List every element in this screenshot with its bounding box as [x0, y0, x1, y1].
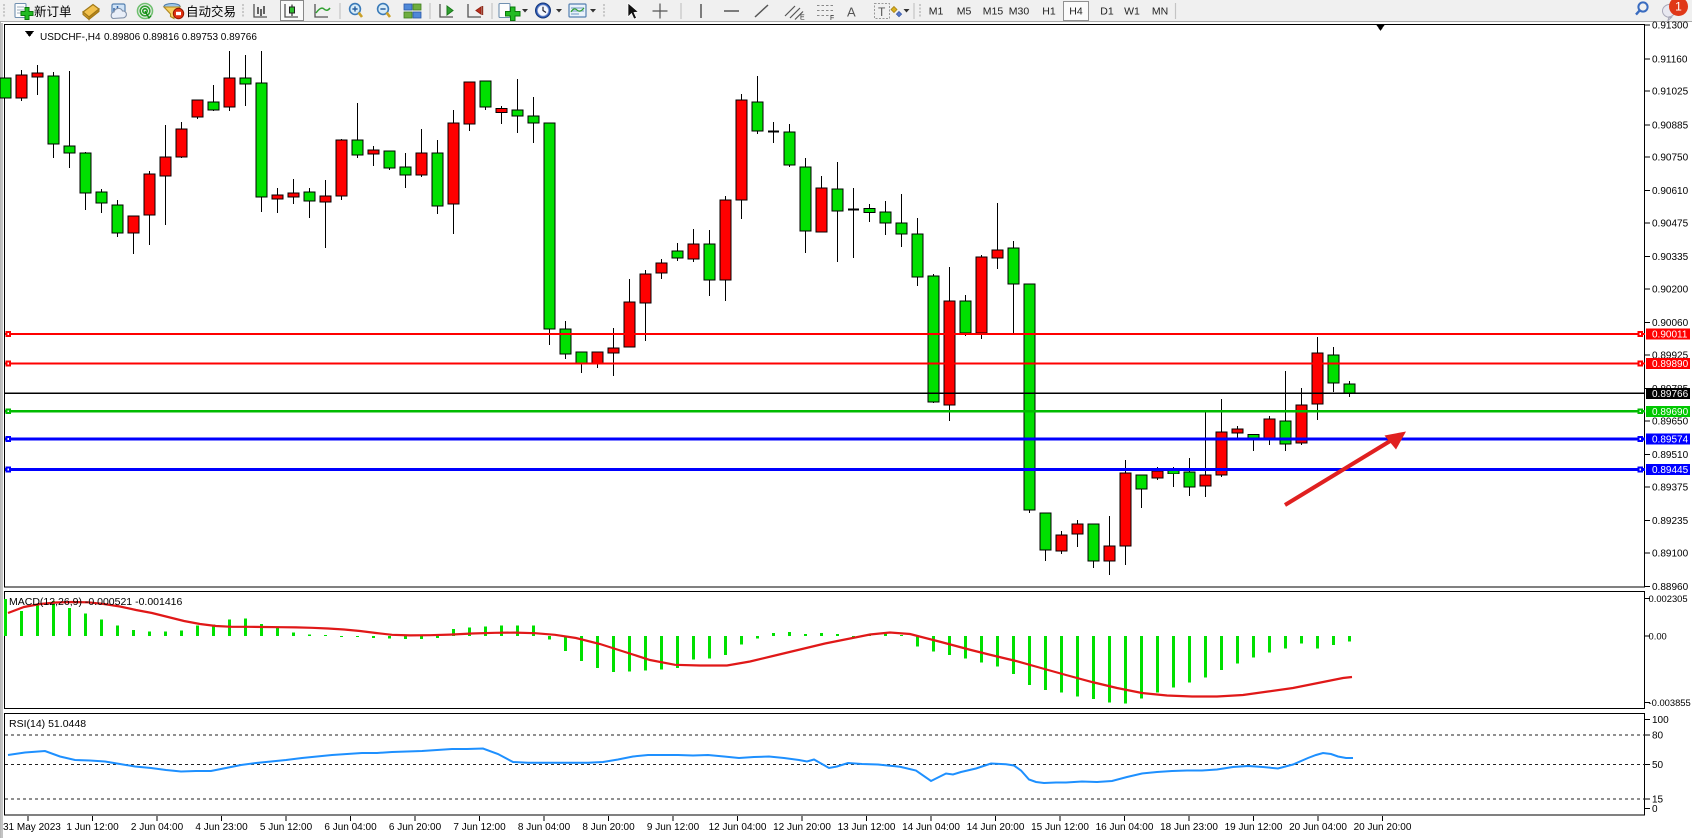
svg-text:80: 80 — [1652, 731, 1664, 742]
svg-text:自动交易: 自动交易 — [186, 4, 236, 19]
svg-text:H4: H4 — [1069, 6, 1083, 18]
svg-text:6 Jun 04:00: 6 Jun 04:00 — [324, 822, 377, 833]
svg-text:0.89806 0.89816 0.89753 0.8976: 0.89806 0.89816 0.89753 0.89766 — [104, 32, 257, 43]
svg-text:M30: M30 — [1009, 6, 1030, 18]
svg-text:0.89375: 0.89375 — [1652, 483, 1689, 494]
svg-text:D1: D1 — [1100, 6, 1114, 18]
svg-text:2 Jun 04:00: 2 Jun 04:00 — [131, 822, 184, 833]
svg-text:新订单: 新订单 — [34, 4, 72, 19]
svg-text:W1: W1 — [1124, 6, 1140, 18]
svg-text:9 Jun 12:00: 9 Jun 12:00 — [647, 822, 700, 833]
svg-text:31 May 2023: 31 May 2023 — [3, 822, 61, 833]
svg-text:T: T — [878, 5, 886, 19]
svg-text:0.91300: 0.91300 — [1652, 21, 1689, 32]
svg-text:16 Jun 04:00: 16 Jun 04:00 — [1096, 822, 1154, 833]
svg-text:5 Jun 12:00: 5 Jun 12:00 — [260, 822, 313, 833]
svg-text:0.91025: 0.91025 — [1652, 87, 1689, 98]
svg-text:20 Jun 04:00: 20 Jun 04:00 — [1289, 822, 1347, 833]
svg-text:50: 50 — [1652, 760, 1664, 771]
svg-text:0: 0 — [1652, 804, 1658, 815]
svg-text:0.90885: 0.90885 — [1652, 120, 1689, 131]
svg-text:100: 100 — [1652, 715, 1669, 726]
svg-text:0.89445: 0.89445 — [1652, 465, 1689, 476]
svg-text:0.89890: 0.89890 — [1652, 359, 1689, 370]
svg-text:20 Jun 20:00: 20 Jun 20:00 — [1354, 822, 1412, 833]
svg-text:0.89574: 0.89574 — [1652, 435, 1689, 446]
svg-text:8 Jun 04:00: 8 Jun 04:00 — [518, 822, 571, 833]
svg-text:USDCHF-,H4: USDCHF-,H4 — [40, 32, 101, 43]
svg-text:0.002305: 0.002305 — [1649, 593, 1688, 604]
svg-text:0.90011: 0.90011 — [1652, 330, 1688, 341]
svg-text:M5: M5 — [957, 6, 972, 18]
svg-text:15: 15 — [1652, 795, 1664, 806]
svg-text:0.00: 0.00 — [1649, 631, 1667, 642]
svg-text:0.88960: 0.88960 — [1652, 582, 1689, 593]
svg-text:0.89650: 0.89650 — [1652, 417, 1689, 428]
svg-text:0.91160: 0.91160 — [1652, 54, 1688, 65]
svg-text:1: 1 — [1675, 0, 1682, 14]
svg-text:18 Jun 23:00: 18 Jun 23:00 — [1160, 822, 1218, 833]
svg-text:0.90475: 0.90475 — [1652, 219, 1689, 230]
svg-text:12 Jun 20:00: 12 Jun 20:00 — [773, 822, 831, 833]
svg-text:0.90200: 0.90200 — [1652, 285, 1689, 296]
svg-text:19 Jun 12:00: 19 Jun 12:00 — [1225, 822, 1283, 833]
svg-text:0.89766: 0.89766 — [1652, 389, 1689, 400]
svg-text:13 Jun 12:00: 13 Jun 12:00 — [838, 822, 896, 833]
svg-text:1 Jun 12:00: 1 Jun 12:00 — [66, 822, 119, 833]
svg-text:14 Jun 20:00: 14 Jun 20:00 — [967, 822, 1025, 833]
svg-text:0.89100: 0.89100 — [1652, 549, 1689, 560]
svg-text:A: A — [847, 5, 856, 20]
svg-text:MN: MN — [1152, 6, 1168, 18]
svg-text:E: E — [800, 15, 805, 22]
svg-text:0.89510: 0.89510 — [1652, 450, 1689, 461]
svg-text:0.89690: 0.89690 — [1652, 407, 1689, 418]
svg-text:M1: M1 — [929, 6, 944, 18]
svg-text:MACD(12,26,9) -0.000521 -0.001: MACD(12,26,9) -0.000521 -0.001416 — [9, 596, 183, 608]
svg-text:F: F — [830, 15, 834, 22]
svg-text:H1: H1 — [1042, 6, 1056, 18]
svg-text:4 Jun 23:00: 4 Jun 23:00 — [195, 822, 248, 833]
svg-text:14 Jun 04:00: 14 Jun 04:00 — [902, 822, 960, 833]
svg-text:6 Jun 20:00: 6 Jun 20:00 — [389, 822, 442, 833]
svg-text:0.90060: 0.90060 — [1652, 318, 1689, 329]
svg-text:12 Jun 04:00: 12 Jun 04:00 — [709, 822, 767, 833]
svg-text:RSI(14) 51.0448: RSI(14) 51.0448 — [9, 718, 86, 730]
svg-text:15 Jun 12:00: 15 Jun 12:00 — [1031, 822, 1089, 833]
svg-text:0.89925: 0.89925 — [1652, 351, 1689, 362]
svg-text:7 Jun 12:00: 7 Jun 12:00 — [453, 822, 506, 833]
svg-text:0.90750: 0.90750 — [1652, 153, 1689, 164]
svg-text:M15: M15 — [983, 6, 1004, 18]
svg-text:0.90610: 0.90610 — [1652, 186, 1689, 197]
svg-text:8 Jun 20:00: 8 Jun 20:00 — [582, 822, 635, 833]
svg-text:0.90335: 0.90335 — [1652, 252, 1689, 263]
svg-text:-0.003855: -0.003855 — [1649, 697, 1691, 708]
svg-text:0.89235: 0.89235 — [1652, 516, 1689, 527]
